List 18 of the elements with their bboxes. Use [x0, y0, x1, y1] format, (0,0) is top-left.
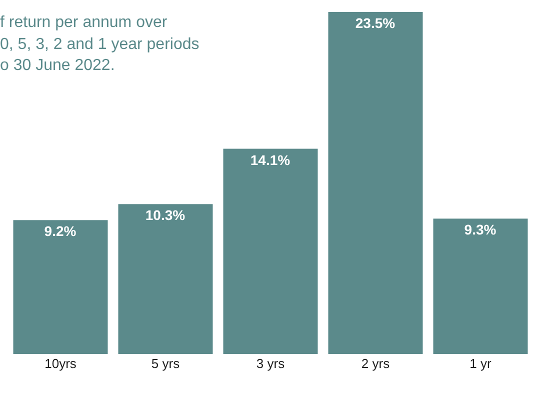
x-tick-label: 3 yrs	[256, 356, 286, 371]
annotation: o 30 June 2022.	[0, 57, 115, 74]
data-label: 9.3%	[464, 222, 497, 238]
x-tick-label: 2 yrs	[361, 356, 390, 371]
data-label: 9.2%	[44, 223, 77, 240]
bar	[118, 204, 213, 354]
x-tick-label: 10yrs	[44, 356, 77, 371]
bar	[328, 12, 423, 354]
annotation: f return per annum over	[0, 14, 168, 31]
x-tick-label: 5 yrs	[151, 356, 180, 371]
x-tick-label: 1 yr	[470, 356, 492, 371]
data-label: 10.3%	[145, 207, 186, 224]
bar	[13, 220, 108, 354]
annotation: 0, 5, 3, 2 and 1 year periods	[0, 36, 200, 53]
bar	[223, 148, 318, 354]
data-label: 23.5%	[355, 14, 396, 31]
data-label: 14.1%	[250, 152, 291, 168]
bar	[433, 218, 528, 354]
